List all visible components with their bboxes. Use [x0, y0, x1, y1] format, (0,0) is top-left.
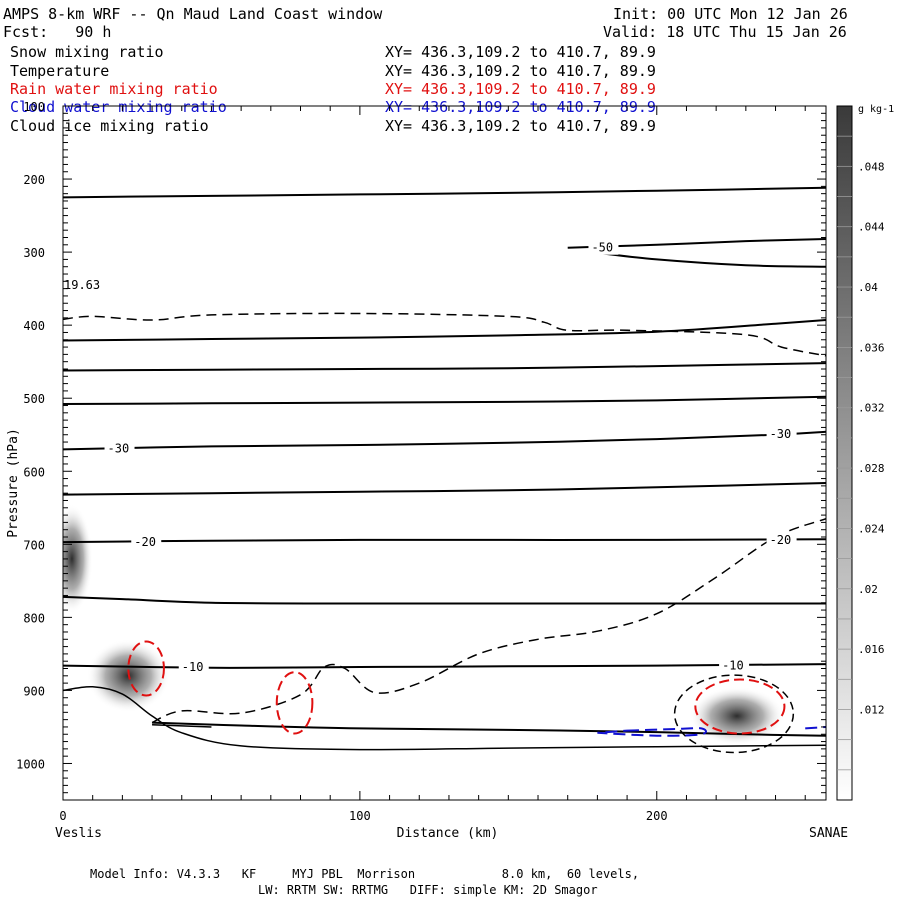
left-endpoint-label: Veslis	[55, 826, 102, 841]
y-axis-label: Pressure (hPa)	[6, 428, 21, 538]
colorbar-tick-label: .044	[858, 221, 885, 234]
rain-contour-0	[127, 640, 165, 697]
max-value-label: 19.63	[64, 278, 100, 292]
temperature-contour	[63, 663, 826, 669]
y-tick-label: 500	[23, 392, 45, 406]
cloud-ice-contour	[63, 312, 826, 357]
temperature-label: -30	[108, 442, 130, 456]
y-tick-label: 1000	[16, 757, 45, 771]
contour-label-bg	[104, 440, 135, 456]
temperature-contour	[63, 362, 826, 372]
field-name-temperature: Temperature	[10, 62, 110, 80]
terrain-line	[152, 724, 212, 728]
temperature-label: -20	[770, 533, 792, 547]
x-axis-label: Distance (km)	[397, 826, 499, 841]
field-xy-snow: XY= 436.3,109.2 to 410.7, 89.9	[385, 43, 656, 61]
temperature-contour	[597, 251, 826, 268]
temperature-label: -20	[134, 535, 156, 549]
temperature-label: -10	[722, 659, 744, 673]
temperature-contour	[63, 430, 826, 451]
rain-contour-1	[275, 671, 314, 735]
y-tick-label: 800	[23, 611, 45, 625]
temperature-label: -50	[591, 241, 613, 255]
temperature-contour	[63, 186, 826, 199]
y-tick-label: 900	[23, 684, 45, 698]
cloud-water-contour	[597, 727, 707, 737]
right-endpoint-label: SANAE	[809, 826, 848, 841]
rain-contour-2	[694, 678, 786, 735]
init-time: Init: 00 UTC Mon 12 Jan 26	[613, 5, 848, 23]
valid-time: Valid: 18 UTC Thu 15 Jan 26	[603, 23, 847, 41]
cloud-ice-ellipse	[673, 674, 795, 754]
colorbar	[836, 105, 853, 801]
y-tick-label: 400	[23, 319, 45, 333]
temperature-contour	[63, 319, 826, 342]
snow-contour	[151, 517, 826, 724]
y-tick-label: 300	[23, 246, 45, 260]
temperature-contour	[152, 721, 826, 737]
forecast-hour: Fcst: 90 h	[3, 23, 112, 41]
temperature-label: -30	[770, 427, 792, 441]
contour-label-bg	[766, 426, 797, 442]
colorbar-tick-label: .036	[858, 341, 885, 354]
temperature-contour	[63, 538, 826, 544]
x-tick-label: 200	[646, 809, 668, 823]
cloud-water-contour-right	[805, 725, 826, 730]
field-xy-temperature: XY= 436.3,109.2 to 410.7, 89.9	[385, 62, 656, 80]
colorbar-tick-label: .032	[858, 402, 885, 415]
temperature-contour	[63, 482, 826, 496]
temperature-label: -10	[182, 660, 204, 674]
contour-label-bg	[766, 531, 797, 547]
field-xy-rain: XY= 436.3,109.2 to 410.7, 89.9	[385, 80, 656, 98]
colorbar-units: g kg-1	[858, 104, 894, 115]
x-tick-label: 0	[59, 809, 66, 823]
field-name-rain: Rain water mixing ratio	[10, 80, 218, 98]
colorbar-tick-label: .024	[858, 522, 885, 535]
y-tick-label: 100	[23, 100, 45, 114]
model-info-line1: Model Info: V4.3.3 KF MYJ PBL Morrison 8…	[90, 867, 640, 881]
colorbar-tick-label: .012	[858, 703, 885, 716]
snow-blob-1	[63, 504, 93, 614]
x-tick-label: 100	[349, 809, 371, 823]
colorbar-tick-label: .028	[858, 462, 885, 475]
field-name-snow: Snow mixing ratio	[10, 43, 164, 61]
y-tick-label: 200	[23, 173, 45, 187]
contour-label-bg	[719, 657, 750, 673]
plot-frame	[62, 105, 827, 801]
temperature-contour	[63, 595, 826, 605]
snow-blob-2	[689, 686, 785, 746]
field-name-cloud-water: Cloud water mixing ratio	[10, 98, 227, 116]
temperature-contour	[63, 395, 826, 406]
field-xy-cloud-ice: XY= 436.3,109.2 to 410.7, 89.9	[385, 117, 656, 135]
field-name-cloud-ice: Cloud ice mixing ratio	[10, 117, 209, 135]
model-info-line2: LW: RRTM SW: RRTMG DIFF: simple KM: 2D S…	[258, 883, 598, 897]
colorbar-tick-label: .02	[858, 583, 878, 596]
contour-label-bg	[588, 239, 619, 255]
contour-label-bg	[178, 659, 209, 675]
contour-label-bg	[131, 534, 162, 550]
plot-group: -50 -30 -30 -20 -20 -10 -10	[63, 186, 826, 754]
colorbar-tick-label: .04	[858, 281, 878, 294]
colorbar-tick-label: .048	[858, 160, 885, 173]
colorbar-tick-label: .016	[858, 643, 885, 656]
chart-title: AMPS 8-km WRF -- Qn Maud Land Coast wind…	[3, 5, 383, 23]
terrain-line	[63, 686, 826, 751]
y-tick-label: 700	[23, 538, 45, 552]
y-tick-label: 600	[23, 465, 45, 479]
